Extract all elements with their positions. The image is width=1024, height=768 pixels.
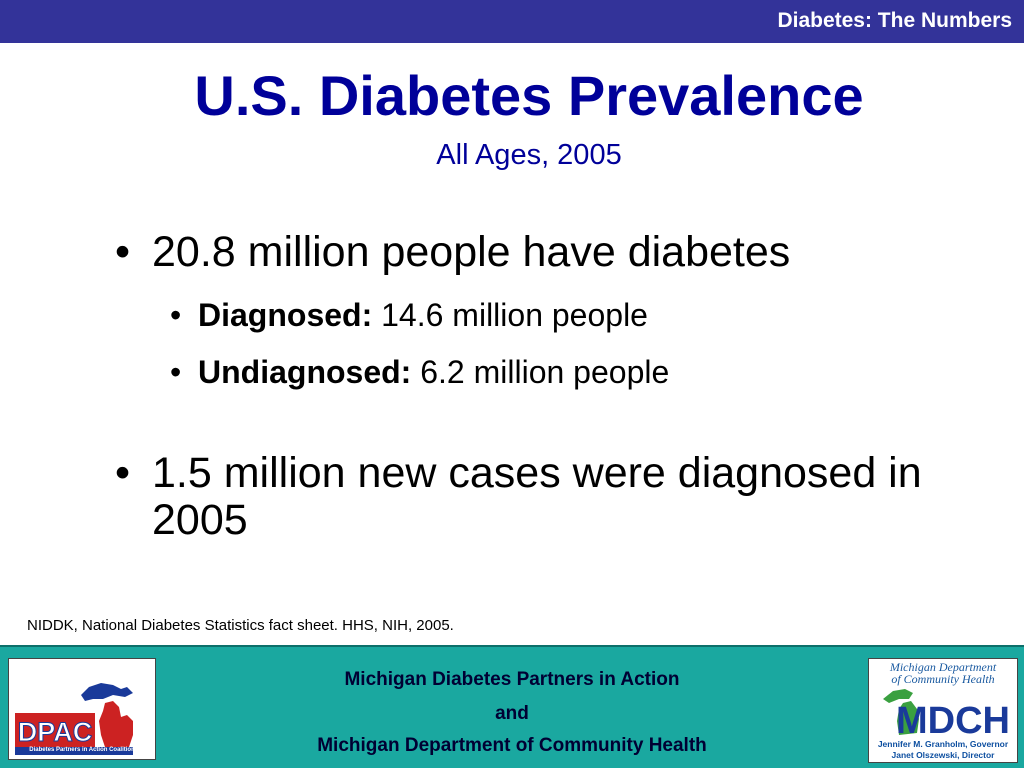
bullet-icon: • xyxy=(115,228,131,276)
footer-line-3: Michigan Department of Community Health xyxy=(317,735,707,756)
sub-bullet-value: 14.6 million people xyxy=(372,297,648,333)
footer-line-1: Michigan Diabetes Partners in Action xyxy=(344,669,680,690)
footer-line-2: and xyxy=(495,703,529,724)
bullet-text: 1.5 million new cases were diagnosed in … xyxy=(152,449,922,544)
sub-bullet-value: 6.2 million people xyxy=(411,354,670,390)
bullet-text: 20.8 million people have diabetes xyxy=(152,228,791,276)
header-bar: Diabetes: The Numbers xyxy=(0,0,1024,43)
sub-bullet-text: Diagnosed: 14.6 million people xyxy=(198,297,648,333)
section-title: Diabetes: The Numbers xyxy=(777,9,1012,32)
mdch-logo: Michigan Department of Community Health … xyxy=(868,658,1018,763)
sub-bullet-label: Undiagnosed: xyxy=(198,354,412,390)
sub-bullet-label: Diagnosed: xyxy=(198,297,373,333)
mdch-officials: Jennifer M. Granholm, Governor Janet Ols… xyxy=(877,739,1009,760)
bullet-icon: • xyxy=(115,449,131,497)
dpac-logo-text: DPAC xyxy=(18,717,93,747)
sub-bullet-text: Undiagnosed: 6.2 million people xyxy=(198,354,669,390)
dpac-logo-graphic: DPAC xyxy=(15,683,133,755)
dpac-tagline: Diabetes Partners in Action Coalition xyxy=(29,747,135,753)
mdch-logo-graphic: MDCH xyxy=(883,689,1010,742)
mdch-logo-title: Michigan Department of Community Health xyxy=(889,660,997,686)
source-citation: NIDDK, National Diabetes Statistics fact… xyxy=(27,617,454,634)
footer-bar: DPAC Diabetes Partners in Action Coaliti… xyxy=(0,645,1024,768)
bullet-icon: • xyxy=(170,354,182,390)
slide-subtitle: All Ages, 2005 xyxy=(436,139,622,171)
mdch-logo-text: MDCH xyxy=(896,700,1010,742)
slide-title: U.S. Diabetes Prevalence xyxy=(194,64,864,127)
dpac-logo: DPAC Diabetes Partners in Action Coaliti… xyxy=(8,658,156,760)
bullet-icon: • xyxy=(170,297,182,333)
